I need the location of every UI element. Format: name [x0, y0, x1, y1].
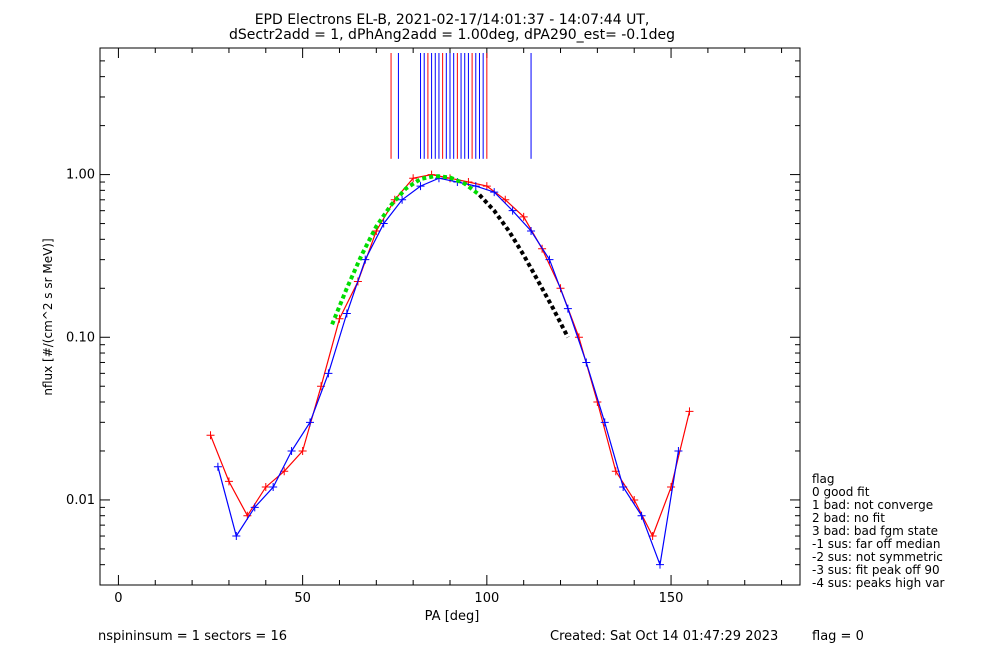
data-point: [250, 503, 259, 512]
y-axis-label: nflux [#/(cm^2 s sr MeV)]: [41, 238, 55, 395]
data-point: [269, 483, 278, 492]
data-point: [206, 431, 215, 440]
data-point: [471, 182, 480, 191]
chart-title: EPD Electrons EL-B, 2021-02-17/14:01:37 …: [255, 12, 650, 28]
data-point: [674, 446, 683, 455]
data-point: [667, 483, 676, 492]
data-point: [398, 195, 407, 204]
data-point: [545, 255, 554, 264]
data-point: [656, 560, 664, 569]
data-point: [637, 511, 646, 520]
legend-entry: -3 sus: fit peak off 90: [812, 563, 940, 577]
y-tick-label: 0.10: [66, 330, 95, 345]
data-point: [361, 255, 370, 264]
footer-created: Created: Sat Oct 14 01:47:29 2023: [550, 629, 778, 644]
fit-curve: [330, 173, 481, 326]
legend-entry: -1 sus: far off median: [812, 537, 940, 551]
data-point: [213, 462, 222, 471]
x-tick-label: 150: [659, 591, 684, 606]
data-point: [409, 174, 418, 183]
footer-spin-info: nspininsum = 1 sectors = 16: [98, 629, 287, 644]
data-point: [482, 182, 491, 191]
legend: flag 0 good fit 1 bad: not converge 2 ba…: [812, 472, 945, 590]
y-tick-label: 0.01: [66, 493, 95, 508]
data-point: [490, 188, 499, 197]
data-point: [685, 407, 694, 416]
x-tick-label: 100: [474, 591, 499, 606]
data-point: [335, 314, 344, 323]
data-point: [232, 532, 241, 541]
data-point: [261, 483, 270, 492]
data-point: [379, 219, 388, 228]
data-point: [508, 206, 517, 215]
data-point: [306, 418, 314, 427]
fit-curve: [478, 193, 570, 339]
data-point: [342, 309, 351, 318]
chart-subtitle: dSectr2add = 1, dPhAng2add = 1.00deg, dP…: [229, 27, 675, 43]
y-tick-label: 1.00: [66, 168, 95, 183]
x-tick-label: 50: [294, 591, 311, 606]
data-point: [600, 418, 609, 427]
legend-entry: 3 bad: bad fgm state: [812, 524, 938, 538]
data-point: [582, 358, 591, 367]
data-point: [519, 212, 528, 221]
series-line: [209, 173, 691, 538]
data-point: [298, 446, 307, 455]
plot-layer: 0 50 100 150 0.01 0.10 1.00: [66, 47, 801, 606]
x-axis-label: PA [deg]: [425, 609, 480, 624]
data-point: [619, 483, 628, 492]
footer-flag: flag = 0: [812, 629, 864, 644]
data-point: [416, 182, 425, 191]
x-tick-label: 0: [114, 591, 122, 606]
data-point: [527, 227, 536, 236]
data-point: [648, 532, 657, 541]
legend-entry: -2 sus: not symmetric: [812, 550, 943, 564]
data-point: [287, 446, 296, 455]
series-line: [217, 177, 679, 568]
data-point: [563, 304, 572, 313]
legend-title: flag: [812, 472, 835, 486]
data-point: [224, 477, 233, 486]
legend-entry: 1 bad: not converge: [812, 498, 933, 512]
legend-entry: 2 bad: no fit: [812, 511, 885, 525]
data-point: [324, 369, 333, 378]
legend-entry: 0 good fit: [812, 485, 870, 499]
legend-entry: -4 sus: peaks high var: [812, 576, 945, 590]
